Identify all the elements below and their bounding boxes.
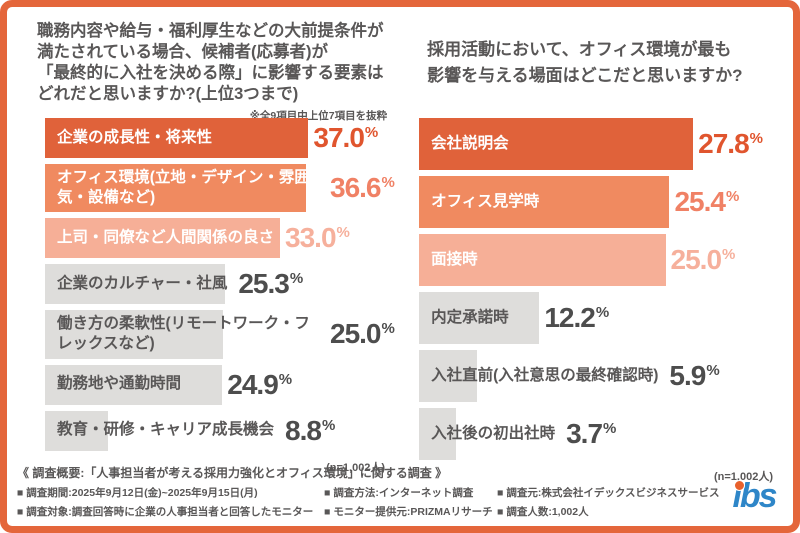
survey-footer: 《 調査概要:「人事担当者が考える採用力強化とオフィス環境」に関する調査 》 ■… — [17, 464, 783, 519]
bar-row: 教育・研修・キャリア成長機会 8.8% — [45, 410, 387, 451]
bar — [45, 410, 108, 451]
survey-method: ■ 調査方法:インターネット調査 — [324, 487, 474, 499]
bar-value: 5.9% — [669, 360, 720, 391]
bar-row: 企業のカルチャー・社風 25.3% — [45, 264, 387, 305]
bar-row: 勤務地や通勤時間 24.9% — [45, 364, 387, 405]
bar-label: 面接時 — [431, 250, 478, 268]
bar — [419, 350, 478, 402]
bar — [45, 118, 309, 158]
bar-row: 面接時 25.0% — [419, 234, 775, 286]
bar-label: オフィス見学時 — [431, 192, 540, 210]
survey-target: ■ 調査対象:調査回答時に企業の人事担当者と回答したモニター — [17, 506, 314, 518]
bar-label: 入社後の初出社時 — [431, 424, 556, 442]
left-chart-section: 職務内容や給与・福利厚生などの大前提条件が 満たされている場合、候補者(応募者)… — [37, 15, 395, 484]
bar-label: 入社直前(入社意思の最終確認時) — [431, 366, 659, 384]
bar-value: 33.0% — [285, 222, 350, 254]
bar — [419, 292, 540, 344]
right-chart-bars: 会社説明会 27.8% オフィス見学時 25.4% 面接時 25.0% 内定承諾時 12.2%… — [419, 118, 775, 466]
bar-label: 勤務地や通勤時間 — [57, 375, 182, 393]
bar-value: 25.4% — [674, 186, 740, 217]
left-chart-bars: 企業の成長性・将来性 37.0% オフィス環境(立地・デザイン・雰囲気・設備など) 3… — [45, 118, 395, 457]
bar-value: 36.6% — [330, 172, 395, 204]
bar-row: 企業の成長性・将来性 37.0% — [45, 118, 387, 158]
bar-label: 企業のカルチャー・社風 — [57, 275, 228, 293]
bar-row: 内定承諾時 12.2% — [419, 292, 775, 344]
survey-respondents: ■ 調査人数:1,002人 — [497, 506, 589, 518]
bar — [419, 118, 694, 170]
bar-value: 25.3% — [238, 268, 304, 300]
right-chart-header: 採用活動において、オフィス環境が最も 影響を与える場面はどこだと思いますか? — [413, 15, 775, 118]
bar-label: オフィス環境(立地・デザイン・雰囲気・設備など) — [57, 169, 310, 207]
bar — [45, 364, 223, 405]
left-sample-size: (n=1,002人) — [326, 461, 386, 474]
right-chart-section: 採用活動において、オフィス環境が最も 影響を与える場面はどこだと思いますか? 会… — [413, 15, 775, 484]
bar-label: 企業の成長性・将来性 — [57, 128, 213, 146]
bar-value: 37.0% — [313, 122, 379, 153]
bar — [419, 234, 666, 286]
charts-container: 職務内容や給与・福利厚生などの大前提条件が 満たされている場合、候補者(応募者)… — [7, 7, 793, 484]
bar-label: 教育・研修・キャリア成長機会 — [57, 421, 275, 439]
bar-label: 内定承諾時 — [431, 308, 509, 326]
bar-row: オフィス環境(立地・デザイン・雰囲気・設備など) 36.6% — [45, 164, 395, 213]
bar-row: 働き方の柔軟性(リモートワーク・フレックスなど) 25.0% — [45, 310, 395, 359]
ibs-logo-dot-icon — [734, 480, 745, 491]
bar-row: オフィス見学時 25.4% — [419, 176, 775, 228]
bar-value: 8.8% — [285, 414, 336, 446]
ibs-logo: ibs — [725, 476, 783, 516]
bar — [45, 218, 280, 259]
survey-overview-heading: 《 調査概要:「人事担当者が考える採用力強化とオフィス環境」に関する調査 》 — [17, 466, 448, 480]
bar-value: 3.7% — [566, 418, 617, 449]
bar-label: 働き方の柔軟性(リモートワーク・フレックスなど) — [57, 315, 310, 353]
left-chart-header: 職務内容や給与・福利厚生などの大前提条件が 満たされている場合、候補者(応募者)… — [37, 15, 387, 122]
right-sample-size: (n=1,002人) — [714, 471, 773, 483]
right-chart-title: 採用活動において、オフィス環境が最も 影響を与える場面はどこだと思いますか? — [427, 40, 743, 86]
bar-row: 入社直前(入社意思の最終確認時) 5.9% — [419, 350, 775, 402]
bar — [45, 164, 306, 213]
survey-monitor-provider: ■ モニター提供元:PRIZMAリサーチ — [324, 506, 493, 518]
bar-row: 上司・同僚など人間関係の良さ 33.0% — [45, 218, 387, 259]
left-chart-title: 職務内容や給与・福利厚生などの大前提条件が 満たされている場合、候補者(応募者)… — [37, 22, 384, 103]
bar-row: 会社説明会 27.8% — [419, 118, 775, 170]
bar-value: 25.0% — [670, 244, 736, 275]
survey-source: ■ 調査元:株式会社イデックスビジネスサービス — [497, 487, 720, 499]
survey-period: ■ 調査期間:2025年9月12日(金)~2025年9月15日(月) — [17, 487, 258, 499]
bar-row: 入社後の初出社時 3.7% — [419, 408, 775, 460]
bar-value: 27.8% — [698, 128, 763, 159]
bar-value: 12.2% — [544, 302, 610, 333]
bar-value: 25.0% — [330, 318, 395, 350]
bar — [45, 310, 223, 359]
bar-value: 24.9% — [227, 368, 293, 400]
bar — [419, 408, 456, 460]
bar-label: 会社説明会 — [431, 134, 509, 152]
bar — [419, 176, 670, 228]
survey-details-grid: ■ 調査期間:2025年9月12日(金)~2025年9月15日(月) ■ 調査方… — [17, 485, 783, 519]
bar — [45, 264, 226, 305]
bar-label: 上司・同僚など人間関係の良さ — [57, 229, 275, 247]
